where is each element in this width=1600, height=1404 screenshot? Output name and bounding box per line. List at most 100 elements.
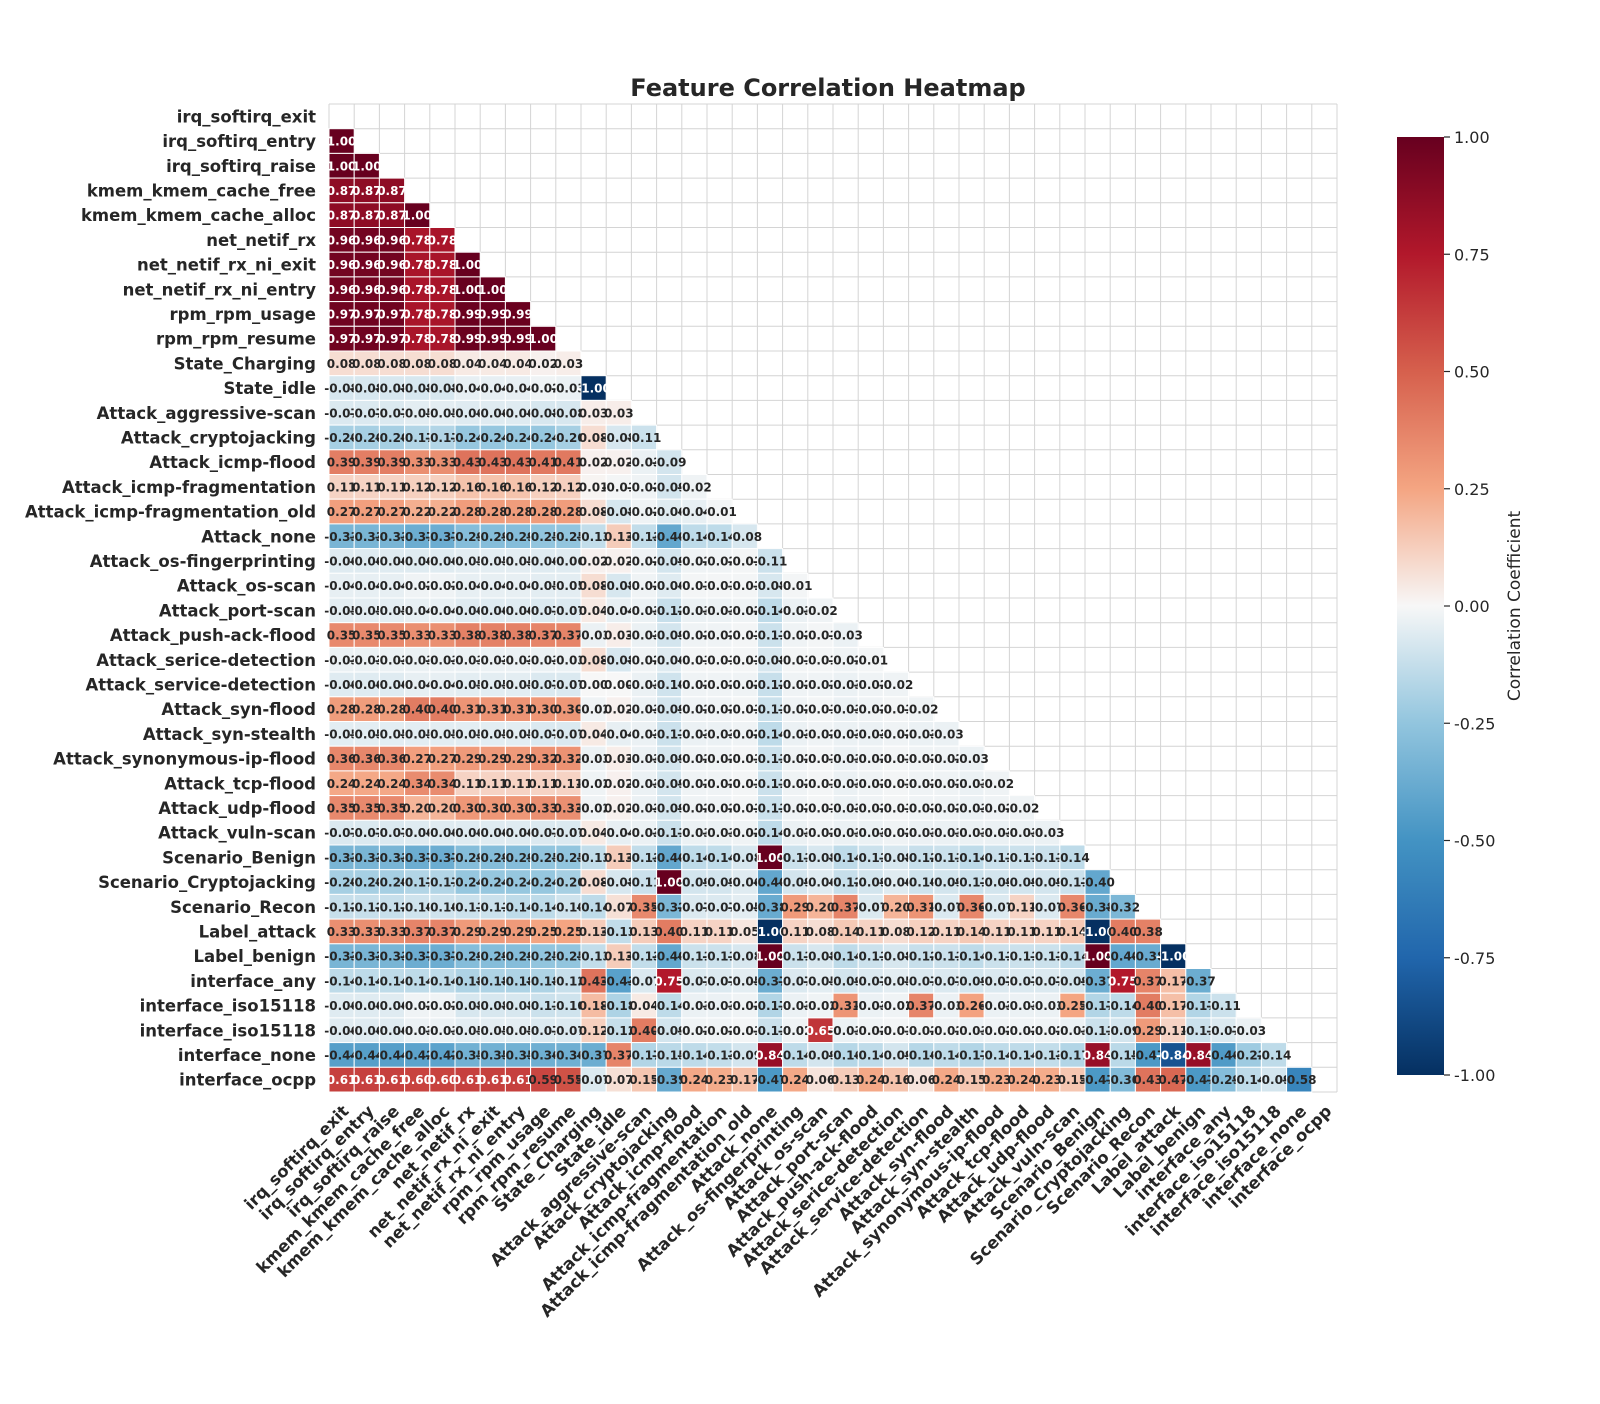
cell-value-label: -0.29: [450, 851, 485, 865]
heatmap-cell: [756, 795, 784, 821]
cell-value-label: 0.96: [352, 258, 382, 272]
cell-value-label: -0.07: [526, 826, 561, 840]
cell-value-label: -0.01: [702, 653, 737, 667]
heatmap-cell: [681, 523, 708, 550]
heatmap-cell: [630, 721, 658, 747]
cell-value-label: -0.03: [954, 777, 989, 791]
cell-value-label: -0.09: [854, 876, 889, 890]
cell-value-label: -0.03: [677, 727, 712, 741]
cell-value-label: -0.25: [526, 530, 561, 544]
cell-value-label: -0.03: [828, 752, 863, 766]
heatmap-cell: [656, 548, 683, 574]
cell-value-label: -0.17: [400, 431, 435, 445]
heatmap-cell: [555, 449, 582, 475]
cell-value-label: -0.04: [425, 678, 460, 692]
cell-value-label: 0.03: [579, 406, 609, 420]
cell-value-label: 0.38: [453, 629, 483, 643]
cell-value-label: -0.06: [501, 406, 536, 420]
heatmap-cell: [353, 152, 380, 179]
cell-value-label: -0.03: [828, 777, 863, 791]
cell-value-label: -0.06: [450, 826, 485, 840]
cell-value-label: 0.97: [327, 307, 357, 321]
cell-value-label: -0.20: [324, 876, 359, 890]
heatmap-cell: [378, 893, 406, 920]
cell-value-label: -0.04: [476, 382, 511, 396]
cell-value-label: -0.24: [476, 876, 511, 890]
cell-value-label: -0.13: [576, 851, 611, 865]
heatmap-cell: [656, 770, 683, 797]
cell-value-label: 0.87: [352, 184, 382, 198]
cell-value-label: 0.99: [453, 307, 483, 321]
heatmap-cell: [353, 721, 380, 747]
cell-value-label: 0.04: [579, 826, 609, 840]
cell-value-label: 0.33: [428, 629, 458, 643]
cell-value-label: -0.05: [551, 579, 586, 593]
heatmap-cell: [378, 350, 406, 377]
cell-value-label: -0.29: [501, 851, 536, 865]
heatmap-cell: [857, 745, 884, 772]
cell-value-label: 0.87: [352, 209, 382, 223]
cell-value-label: 0.11: [352, 480, 382, 494]
cell-value-label: -0.01: [728, 801, 763, 815]
cell-value-label: -0.17: [425, 876, 460, 890]
cell-value-label: -0.20: [551, 876, 586, 890]
cell-value-label: 0.35: [327, 629, 357, 643]
row-label: net_netif_rx_ni_entry: [123, 280, 317, 299]
cell-value-label: -0.11: [753, 703, 788, 717]
cell-value-label: -0.32: [1106, 900, 1141, 914]
heatmap-cell: [983, 770, 1010, 797]
cell-value-label: -0.33: [324, 530, 359, 544]
cell-value-label: 0.02: [604, 801, 634, 815]
row-label: Attack_port-scan: [159, 601, 316, 620]
cell-value-label: -0.04: [602, 604, 637, 618]
row-label: Label_benign: [193, 947, 316, 966]
cell-value-label: -0.20: [375, 431, 410, 445]
cell-value-label: -0.02: [576, 801, 611, 815]
row-label: Attack_syn-stealth: [143, 725, 316, 744]
cell-value-label: -0.02: [778, 629, 813, 643]
cell-value-label: -0.17: [425, 431, 460, 445]
cell-value-label: 0.29: [503, 752, 533, 766]
cell-value-label: -0.09: [652, 777, 687, 791]
heatmap-cell: [555, 375, 582, 401]
heatmap-cell: [706, 770, 733, 797]
cell-value-label: -0.06: [425, 554, 460, 568]
row-label: Scenario_Recon: [170, 898, 316, 917]
cell-value-label: -0.10: [652, 678, 687, 692]
heatmap-cell: [504, 301, 532, 327]
heatmap-cell: [429, 276, 456, 303]
cell-value-label: 0.32: [554, 752, 584, 766]
heatmap-cell: [429, 474, 456, 500]
cell-value-label: -0.08: [753, 653, 788, 667]
cell-value-label: -0.02: [702, 777, 737, 791]
cell-value-label: -0.01: [879, 752, 914, 766]
cell-value-label: -0.33: [375, 530, 410, 544]
heatmap-cell: [782, 745, 809, 772]
cell-value-label: -0.03: [828, 629, 863, 643]
cell-value-label: 0.35: [352, 801, 382, 815]
heatmap-cell: [404, 646, 431, 673]
heatmap-cell: [580, 869, 607, 895]
cell-value-label: 0.11: [503, 777, 533, 791]
heatmap-cell: [353, 869, 380, 895]
heatmap-cell: [328, 721, 355, 747]
cell-value-label: -0.04: [677, 505, 712, 519]
heatmap-cell: [933, 770, 960, 797]
heatmap-cell: [731, 819, 758, 846]
cell-value-label: 0.99: [503, 307, 533, 321]
cell-value-label: -0.02: [576, 777, 611, 791]
cell-value-label: -0.02: [677, 752, 712, 766]
cell-value-label: -0.20: [551, 431, 586, 445]
row-label: State_Charging: [174, 354, 316, 373]
cell-value-label: -0.40: [753, 876, 788, 890]
heatmap-cell: [807, 646, 834, 673]
cell-value-label: -0.02: [929, 801, 964, 815]
cell-value-label: 0.22: [428, 505, 458, 519]
cell-value-label: 0.97: [352, 307, 382, 321]
heatmap-cell: [555, 350, 582, 377]
cell-value-label: 0.40: [428, 703, 458, 717]
cell-value-label: -0.04: [602, 727, 637, 741]
cell-value-label: -0.05: [501, 554, 536, 568]
heatmap-cell: [454, 572, 481, 599]
